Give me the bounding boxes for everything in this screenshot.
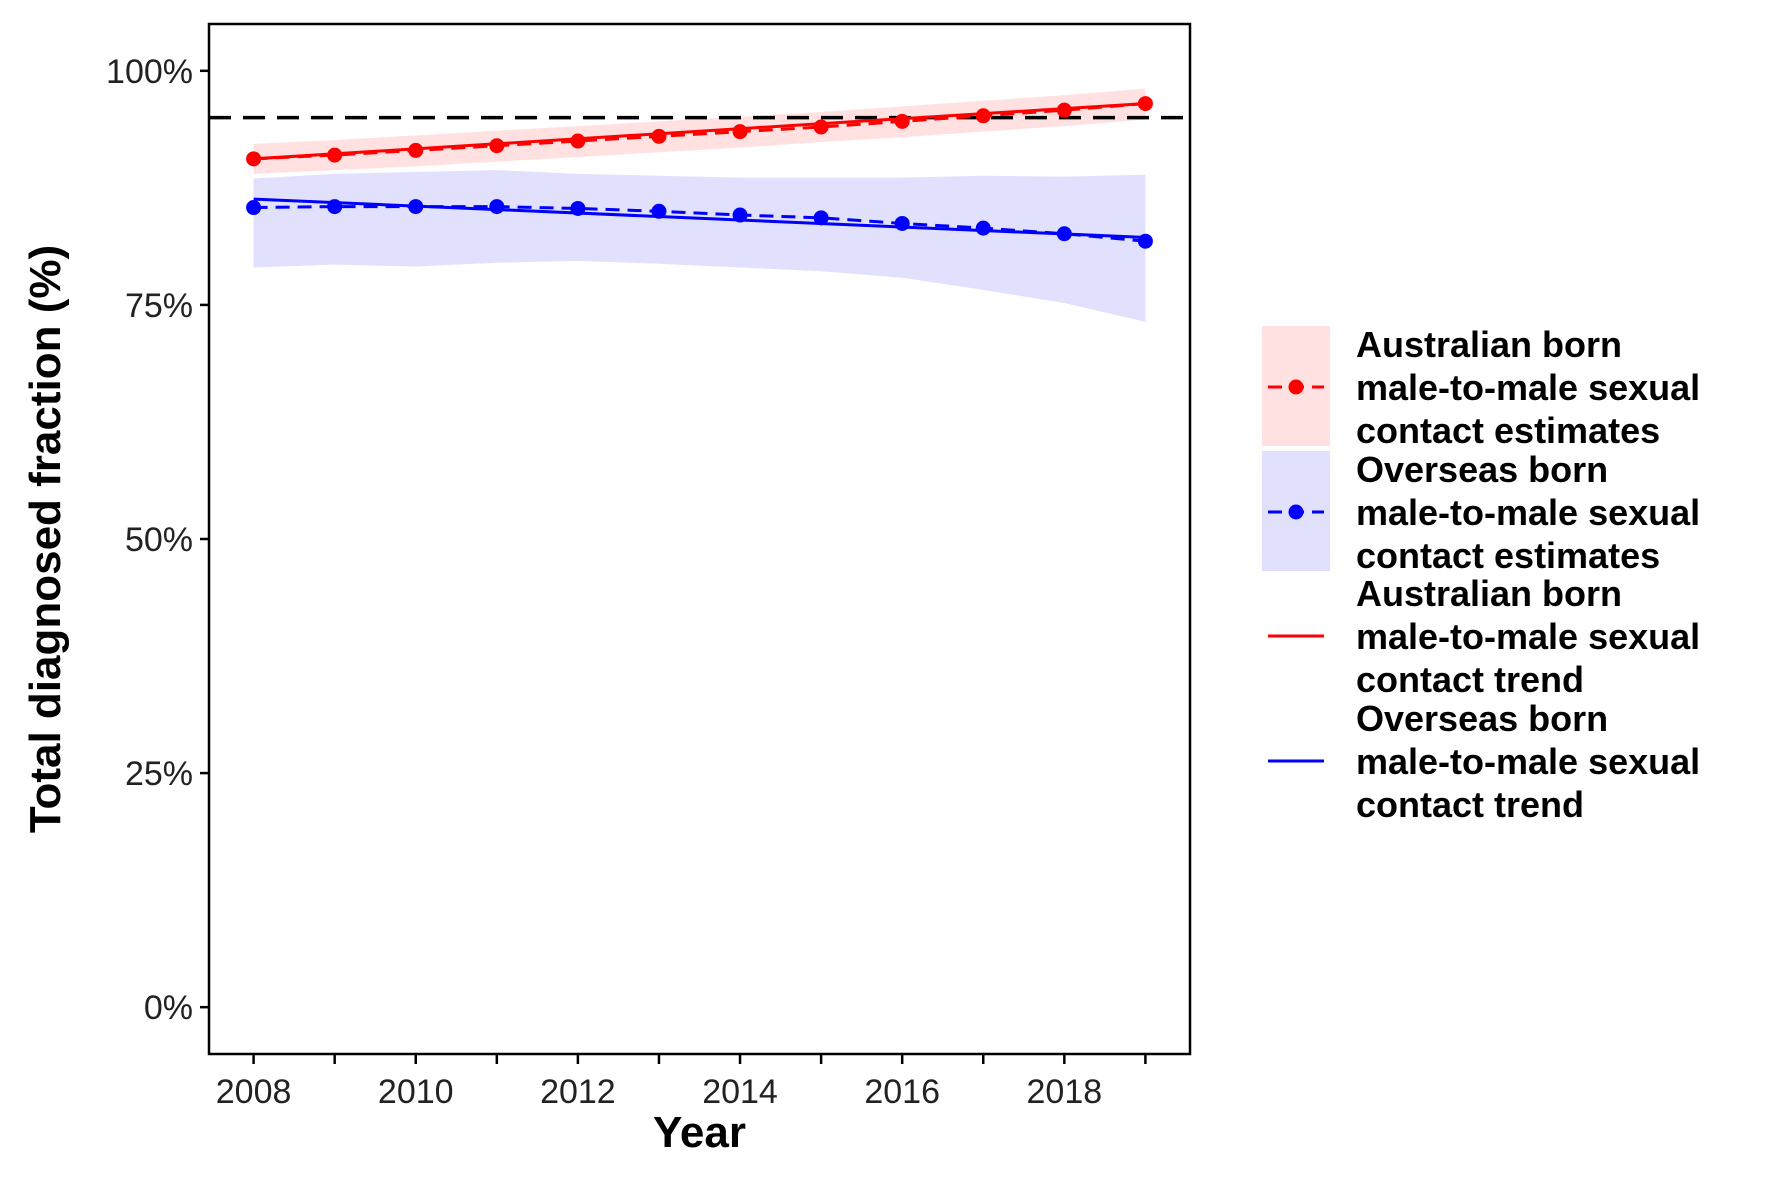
x-tick-label: 2016 <box>864 1073 940 1111</box>
data-point-1-2013 <box>651 203 667 219</box>
data-point-0-2019 <box>1137 96 1153 112</box>
data-point-0-2015 <box>813 119 829 135</box>
data-point-1-2017 <box>975 220 991 236</box>
data-point-1-2012 <box>570 200 586 216</box>
series-lines <box>253 102 1146 243</box>
legend-label-1: Overseas born <box>1356 449 1608 490</box>
y-tick-label: 0% <box>144 989 193 1027</box>
data-point-1-2016 <box>894 215 910 231</box>
legend-label-2: contact trend <box>1356 659 1584 700</box>
data-point-1-2011 <box>489 199 505 215</box>
data-point-1-2008 <box>246 200 262 216</box>
data-point-1-2014 <box>732 207 748 223</box>
y-tick-label: 75% <box>125 287 193 325</box>
estimate-line-1 <box>253 205 1146 243</box>
data-point-1-2019 <box>1137 233 1153 249</box>
trend-line-2 <box>253 102 1146 161</box>
x-tick-label: 2014 <box>702 1073 778 1111</box>
data-point-0-2018 <box>1056 102 1072 118</box>
legend-label-1: male-to-male sexual <box>1356 492 1700 533</box>
x-tick-label: 2010 <box>378 1073 454 1111</box>
y-tick-label: 50% <box>125 521 193 559</box>
series-points <box>246 96 1153 249</box>
y-axis-title: Total diagnosed fraction (%) <box>21 245 70 833</box>
data-point-0-2011 <box>489 138 505 154</box>
data-point-0-2014 <box>732 124 748 140</box>
legend-label-3: male-to-male sexual <box>1356 741 1700 782</box>
data-point-1-2015 <box>813 210 829 226</box>
legend-label-3: contact trend <box>1356 784 1584 825</box>
y-axis-ticks: 0% 25% 50% 75% 100% <box>106 53 209 1027</box>
legend-key-point-1 <box>1288 504 1304 520</box>
confidence-band-1 <box>253 170 1146 322</box>
x-axis-title: Year <box>653 1108 746 1157</box>
data-point-0-2013 <box>651 128 667 144</box>
data-point-0-2010 <box>408 142 424 158</box>
y-tick-label: 25% <box>125 755 193 793</box>
y-tick-label: 100% <box>106 53 193 91</box>
trend-line-3 <box>253 197 1146 239</box>
legend-key-point-0 <box>1288 379 1304 395</box>
data-point-0-2009 <box>327 147 343 163</box>
data-point-1-2009 <box>327 199 343 215</box>
legend-label-2: Australian born <box>1356 573 1622 614</box>
estimate-line-0 <box>253 102 1146 161</box>
x-tick-label: 2018 <box>1027 1073 1103 1111</box>
data-point-0-2008 <box>246 151 262 167</box>
legend-label-2: male-to-male sexual <box>1356 616 1700 657</box>
data-point-1-2010 <box>408 199 424 215</box>
data-point-1-2018 <box>1056 226 1072 242</box>
x-axis-ticks: 2008 2010 2012 2014 2016 2018 <box>216 1054 1147 1111</box>
legend-label-0: male-to-male sexual <box>1356 367 1700 408</box>
data-point-0-2016 <box>894 113 910 129</box>
data-point-0-2012 <box>570 133 586 149</box>
legend-label-1: contact estimates <box>1356 535 1660 576</box>
legend-label-3: Overseas born <box>1356 698 1608 739</box>
legend-label-0: contact estimates <box>1356 410 1660 451</box>
data-point-0-2017 <box>975 108 991 124</box>
x-tick-label: 2012 <box>540 1073 616 1111</box>
x-tick-label: 2008 <box>216 1073 292 1111</box>
legend-label-0: Australian born <box>1356 324 1622 365</box>
